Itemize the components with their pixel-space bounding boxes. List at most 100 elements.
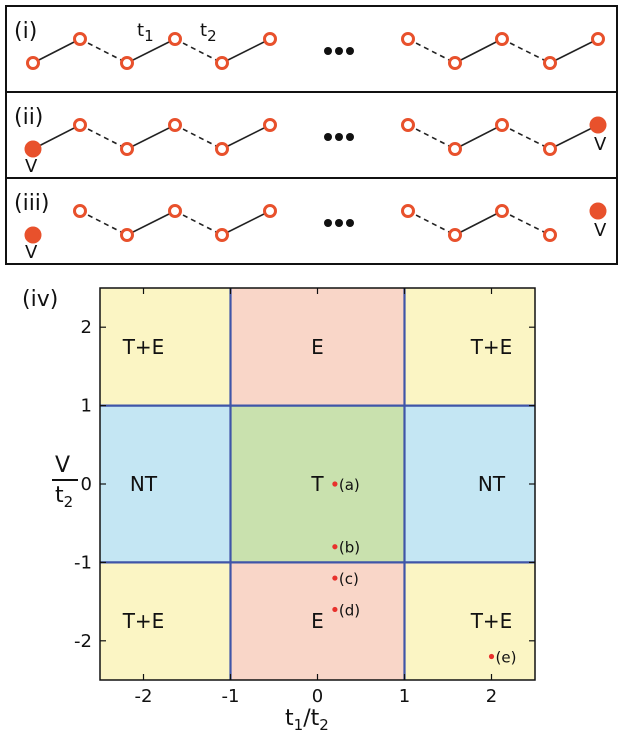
bond-t1 [454, 210, 503, 236]
x-axis-label: t1/t2 [285, 706, 329, 734]
site [120, 142, 134, 156]
site [543, 56, 557, 70]
region-T-plus-E-6 [100, 562, 231, 680]
bond-t1 [126, 124, 176, 150]
y-tick-label: -1 [74, 552, 92, 573]
site [168, 204, 182, 218]
x-tick-label: 2 [486, 686, 497, 707]
data-point-label: (b) [339, 539, 360, 557]
t1-label: t1 [137, 20, 154, 45]
ellipsis-icon [324, 219, 354, 227]
site [168, 32, 182, 46]
x-tick-label: -1 [222, 686, 240, 707]
bond-t1 [32, 38, 81, 64]
x-tick-label: 0 [312, 686, 323, 707]
site [591, 32, 605, 46]
y-tick-label: 1 [81, 396, 92, 417]
t2-label: t2 [200, 20, 217, 45]
region-label: T+E [470, 609, 513, 633]
site [448, 56, 462, 70]
panel-iv-label: (iv) [22, 287, 58, 312]
site [73, 204, 87, 218]
bond-t1 [454, 124, 503, 150]
region-label: T+E [122, 335, 165, 359]
y-tick-label: 0 [81, 474, 92, 495]
data-point-label: (e) [496, 648, 517, 666]
region-label: NT [130, 472, 158, 496]
data-point [332, 481, 338, 487]
data-point [332, 544, 338, 550]
panel-i-frame [5, 5, 618, 93]
data-point-label: (d) [339, 601, 360, 619]
y-tick-label: -2 [74, 631, 92, 652]
region-T-plus-E-0 [100, 288, 231, 406]
region-E-1 [230, 288, 405, 406]
chain-panel-ii [24, 116, 607, 158]
site-potential [589, 116, 607, 134]
bond-t1 [126, 38, 176, 64]
data-point [332, 606, 338, 613]
data-point-label: (c) [339, 570, 359, 588]
x-tick-label: 1 [399, 686, 410, 707]
site [263, 32, 277, 46]
bond-t1 [549, 38, 599, 64]
site [448, 142, 462, 156]
site [495, 204, 509, 218]
site [120, 56, 134, 70]
site [495, 32, 509, 46]
site [73, 118, 87, 132]
panel-ii-label: (ii) [14, 105, 43, 130]
y-axis-label: V t2 [52, 453, 78, 511]
site [263, 118, 277, 132]
site [215, 56, 229, 70]
chain-panel-i [26, 32, 605, 70]
panel-ii-right-potential-label: V [594, 134, 607, 155]
site [401, 118, 415, 132]
bond-t1 [454, 38, 503, 64]
chain-panel-iii [24, 202, 607, 244]
region-label: E [311, 335, 324, 359]
site-potential [24, 140, 42, 158]
site [120, 228, 134, 242]
region-label: T+E [470, 335, 513, 359]
y-tick-label: 2 [81, 317, 92, 338]
y-axis-label-numerator: V [55, 453, 70, 478]
site [73, 32, 87, 46]
region-T-plus-E-8 [404, 562, 535, 680]
site [263, 204, 277, 218]
bond-t1 [221, 124, 271, 150]
site-potential [24, 226, 42, 244]
region-label: E [311, 609, 324, 633]
site [401, 204, 415, 218]
region-NT-5 [404, 405, 535, 563]
ellipsis-icon [324, 47, 354, 55]
site-potential [589, 202, 607, 220]
site [215, 228, 229, 242]
panel-ii-frame [5, 91, 618, 179]
region-T-4 [230, 405, 405, 563]
bond-t1 [221, 210, 271, 236]
panel-iii-left-potential-label: V [25, 242, 38, 263]
chain-diagrams [24, 32, 607, 244]
site [495, 118, 509, 132]
data-point [332, 575, 338, 581]
site [543, 228, 557, 242]
panel-iii-label: (iii) [14, 191, 50, 216]
site [215, 142, 229, 156]
site [448, 228, 462, 242]
x-tick-label: -2 [135, 686, 153, 707]
region-label: T [310, 472, 324, 496]
region-E-7 [230, 562, 405, 680]
site [26, 56, 40, 70]
panel-ii-left-potential-label: V [25, 156, 38, 177]
data-point [488, 653, 495, 660]
region-NT-3 [100, 405, 231, 563]
region-T-plus-E-2 [404, 288, 535, 406]
phase-diagram: T+E E T+E NT T NT T+E E T+E -2 -1 0 1 2 2 1 0 -1 -2 (a) (b) (… [74, 287, 536, 707]
site [168, 118, 182, 132]
site [543, 142, 557, 156]
region-label: NT [478, 472, 506, 496]
bond-t1 [221, 38, 271, 64]
site [401, 32, 415, 46]
